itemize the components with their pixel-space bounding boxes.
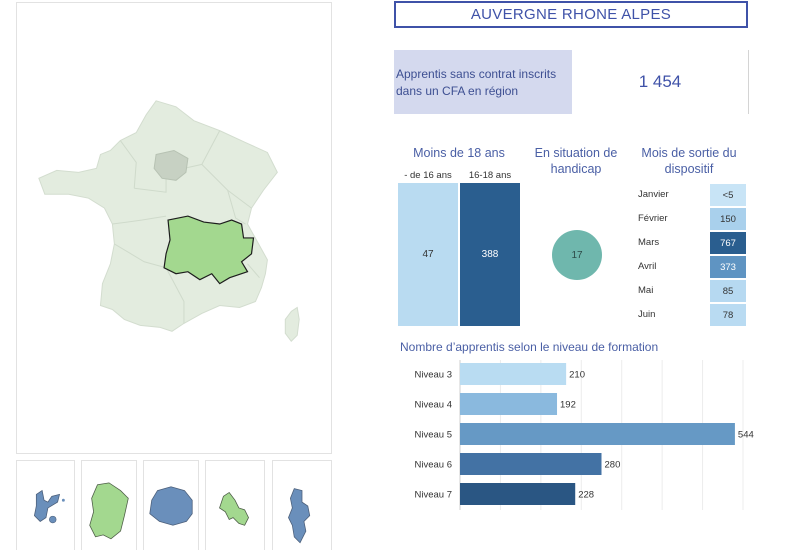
niveau-value-label: 192 (560, 400, 576, 411)
niveau-value-label: 210 (569, 370, 585, 381)
age-label-under-16: - de 16 ans (404, 170, 452, 181)
niveau-category-label: Niveau 7 (415, 490, 453, 501)
age-label-16-18: 16-18 ans (468, 170, 512, 181)
niveau-value-label: 280 (605, 460, 621, 471)
map-guadeloupe[interactable] (16, 460, 75, 550)
niveau-bar[interactable] (460, 423, 735, 445)
mois-row-value: 373 (710, 256, 746, 278)
desirade-shape (61, 498, 65, 502)
region-auvergne-rhone-alpes[interactable] (163, 215, 255, 285)
region-corse[interactable] (284, 306, 300, 343)
niveau-category-label: Niveau 4 (415, 400, 453, 411)
region-title: AUVERGNE RHONE ALPES (394, 1, 748, 28)
mois-row-value: 767 (710, 232, 746, 254)
age-bar-under-16[interactable]: 47 (398, 183, 458, 326)
niveau-value-label: 544 (738, 430, 754, 441)
age-value-16-18: 388 (481, 249, 499, 260)
guyane-svg (89, 482, 129, 540)
map-mayotte[interactable] (272, 460, 332, 550)
mois-row[interactable]: Février 150 (630, 207, 748, 231)
mois-row[interactable]: Janvier <5 (630, 183, 748, 207)
handicap-circle[interactable]: 17 (552, 230, 602, 280)
handicap-value: 17 (571, 249, 583, 261)
region-ile-de-france[interactable] (153, 149, 189, 181)
france-map[interactable] (16, 2, 332, 454)
mois-row[interactable]: Mars 767 (630, 231, 748, 255)
mois-row-value: <5 (710, 184, 746, 206)
niveau-category-label: Niveau 5 (415, 430, 453, 441)
niveau-bar[interactable] (460, 363, 567, 385)
handicap-section-title: En situation de handicap (534, 146, 618, 176)
niveau-bar[interactable] (460, 393, 558, 415)
martinique-shape (219, 491, 249, 526)
guadeloupe-shape (33, 489, 61, 522)
niveau-bar[interactable] (460, 483, 576, 505)
kpi-value: 1 454 (638, 72, 682, 91)
map-la-reunion[interactable] (143, 460, 199, 550)
mayotte-shape (288, 488, 311, 544)
mois-row[interactable]: Avril 373 (630, 255, 748, 279)
niveau-category-label: Niveau 3 (415, 370, 453, 381)
niveau-chart-svg: Niveau 3 210 Niveau 4 192 Niveau 5 544 Niveau … (415, 360, 754, 510)
age-value-under-16: 47 (422, 249, 434, 260)
mois-row-label: Janvier (638, 189, 669, 200)
mois-row-label: Février (638, 213, 668, 224)
region-france-outline[interactable] (38, 100, 278, 332)
kpi-divider (748, 50, 749, 114)
marie-galante-shape (49, 515, 57, 524)
niveau-value-label: 228 (578, 490, 594, 501)
mois-row-label: Mai (638, 285, 654, 296)
mois-row-label: Mars (638, 237, 660, 248)
mois-row-label: Avril (638, 261, 657, 272)
martinique-svg (219, 491, 249, 526)
niveau-chart-title: Nombre d’apprentis selon le niveau de fo… (400, 340, 659, 354)
guadeloupe-svg (33, 489, 65, 524)
france-map-svg (38, 100, 300, 343)
age-section-title: Moins de 18 ans (413, 146, 505, 160)
reunion-shape (149, 486, 193, 526)
mois-row-value: 150 (710, 208, 746, 230)
mois-row-value: 78 (710, 304, 746, 326)
map-martinique[interactable] (205, 460, 265, 550)
mois-row-value: 85 (710, 280, 746, 302)
mayotte-svg (288, 488, 311, 544)
map-guyane[interactable] (81, 460, 137, 550)
reunion-svg (149, 486, 193, 526)
age-bar-16-18[interactable]: 388 (460, 183, 520, 326)
mois-section-title: Mois de sortie du dispositif (641, 146, 737, 176)
niveau-chart: Niveau 3 210 Niveau 4 192 Niveau 5 544 Niveau … (395, 360, 755, 515)
mois-row[interactable]: Juin 78 (630, 303, 748, 327)
kpi-label: Apprentis sans contrat inscrits dans un … (394, 50, 572, 114)
guyane-shape (89, 482, 129, 540)
niveau-category-label: Niveau 6 (415, 460, 453, 471)
mois-row-label: Juin (638, 309, 656, 320)
niveau-bar[interactable] (460, 453, 602, 475)
mois-row[interactable]: Mai 85 (630, 279, 748, 303)
